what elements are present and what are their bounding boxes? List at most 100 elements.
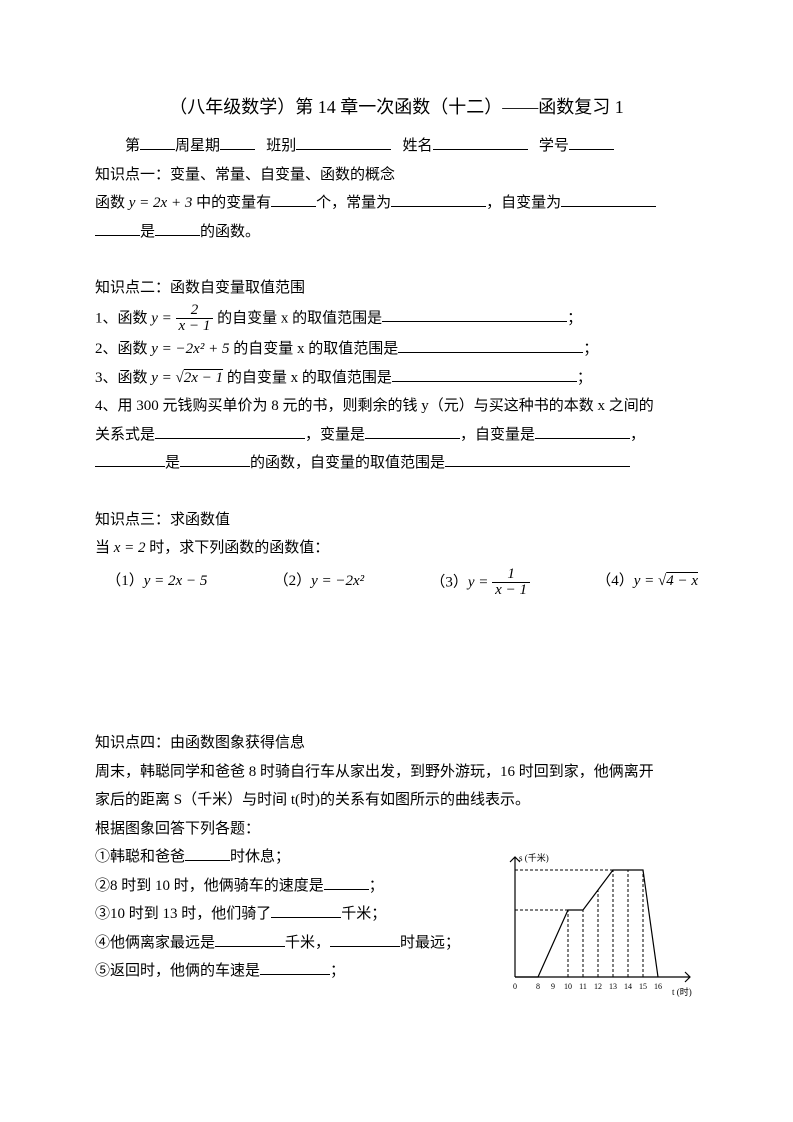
q4a: ④他俩离家最远是 xyxy=(95,935,215,951)
frac-den: x − 1 xyxy=(176,319,214,335)
blank-rest[interactable] xyxy=(185,845,230,861)
kp2-q4f: 是 xyxy=(165,455,180,471)
blank-q4-x[interactable] xyxy=(180,451,250,467)
q1a: ①韩聪和爸爸 xyxy=(95,849,185,865)
no-label: 学号 xyxy=(539,138,569,154)
f4-pre: y = xyxy=(634,573,658,589)
kp4-p3: 根据图象回答下列各题： xyxy=(95,815,698,844)
svg-text:14: 14 xyxy=(624,982,632,991)
kp2-q4b: 关系式是 xyxy=(95,427,155,443)
q2b: ； xyxy=(369,878,384,894)
f3-pre: y = xyxy=(468,574,492,590)
blank-no[interactable] xyxy=(569,134,614,150)
blank-x[interactable] xyxy=(155,220,200,236)
blank-q4-y[interactable] xyxy=(95,451,165,467)
kp2-q2: 2、函数 y = −2x² + 5 的自变量 x 的取值范围是 ； xyxy=(95,335,698,364)
svg-text:10: 10 xyxy=(564,982,572,991)
blank-q4-var[interactable] xyxy=(365,423,460,439)
kp1-heading: 知识点一：变量、常量、自变量、函数的概念 xyxy=(95,161,698,190)
svg-text:15: 15 xyxy=(639,982,647,991)
kp3-f2: （2）y = −2x² xyxy=(274,567,365,600)
f2-lbl: （2） xyxy=(274,573,312,589)
kp2-q4-l2: 关系式是，变量是，自变量是， xyxy=(95,421,698,450)
kp4-p1: 周末，韩聪同学和爸爸 8 时骑自行车从家出发，到野外游玩，16 时回到家，他俩离… xyxy=(95,758,698,787)
blank-far[interactable] xyxy=(215,931,285,947)
semi1: ； xyxy=(567,310,582,326)
kp3-f4: （4）y = √4 − x xyxy=(596,567,698,600)
blank-q4-rel[interactable] xyxy=(155,423,305,439)
kp2-q1-fn-pre: y = xyxy=(151,310,175,326)
blank-var-count[interactable] xyxy=(271,191,316,207)
kp4-heading: 知识点四：由函数图象获得信息 xyxy=(95,729,698,758)
kp1-line2: 是 的函数。 xyxy=(95,218,698,247)
kp3-l1: 当 x = 2 时，求下列函数的函数值： xyxy=(95,534,698,563)
f2-fn: y = −2x² xyxy=(311,573,364,589)
blank-speed1[interactable] xyxy=(324,874,369,890)
blank-km1[interactable] xyxy=(271,902,341,918)
blank-fartime[interactable] xyxy=(330,931,400,947)
blank-week[interactable] xyxy=(140,134,175,150)
svg-text:9: 9 xyxy=(551,982,555,991)
kp4-p2: 家后的距离 S（千米）与时间 t(时)的关系有如图所示的曲线表示。 xyxy=(95,786,698,815)
blank-const[interactable] xyxy=(391,191,486,207)
blank-name[interactable] xyxy=(433,134,528,150)
kp2-q4c: ，变量是 xyxy=(305,427,365,443)
f3-lbl: （3） xyxy=(430,574,468,590)
blank-q4-range[interactable] xyxy=(445,451,630,467)
svg-text:12: 12 xyxy=(594,982,602,991)
svg-text:t (时): t (时) xyxy=(672,986,692,997)
blank-speed2[interactable] xyxy=(260,959,330,975)
kp2-q2a: 2、函数 xyxy=(95,341,151,357)
kp2-q3-rad: 2x − 1 xyxy=(184,370,223,386)
kp2-q3b: 的自变量 x 的取值范围是 xyxy=(223,370,392,386)
q2a: ②8 时到 10 时，他俩骑车的速度是 xyxy=(95,878,324,894)
kp2-q2b: 的自变量 x 的取值范围是 xyxy=(229,341,398,357)
kp1-l1d: ，自变量为 xyxy=(486,195,561,211)
sqrt-sign-2: √ xyxy=(658,573,666,589)
q3a: ③10 时到 13 时，他们骑了 xyxy=(95,906,271,922)
kp2-q3: 3、函数 y = √2x − 1 的自变量 x 的取值范围是； xyxy=(95,364,698,393)
f1-fn: y = 2x − 5 xyxy=(144,573,208,589)
blank-iv[interactable] xyxy=(561,191,656,207)
q1b: 时休息； xyxy=(230,849,290,865)
class-label: 班别 xyxy=(266,138,296,154)
kp1-line1: 函数 y = 2x + 3 中的变量有个，常量为，自变量为 xyxy=(95,189,698,218)
kp3-l1a: 当 xyxy=(95,540,114,556)
kp1-l1c: 个，常量为 xyxy=(316,195,391,211)
kp2-q1: 1、函数 y = 2x − 1 的自变量 x 的取值范围是 ； xyxy=(95,303,698,336)
blank-q1[interactable] xyxy=(382,306,567,322)
kp1-l1a: 函数 xyxy=(95,195,129,211)
week-prefix: 第 xyxy=(125,138,140,154)
distance-time-chart: s (千米)t (时)08910111213141516 xyxy=(493,847,693,1007)
kp2-q2-fn: y = −2x² + 5 xyxy=(151,341,229,357)
week-suffix: 周星期 xyxy=(175,138,220,154)
semi2: ； xyxy=(583,341,598,357)
kp3-functions: （1）y = 2x − 5 （2）y = −2x² （3）y = 1x − 1 … xyxy=(95,567,698,600)
blank-weekday[interactable] xyxy=(220,134,255,150)
kp2-q1b: 的自变量 x 的取值范围是 xyxy=(213,310,382,326)
kp2-q1-frac: 2x − 1 xyxy=(176,303,214,336)
q3b: 千米； xyxy=(341,906,386,922)
q5a: ⑤返回时，他俩的车速是 xyxy=(95,963,260,979)
svg-text:0: 0 xyxy=(513,982,517,991)
f3-num: 1 xyxy=(492,567,530,584)
kp1-l2b: 的函数。 xyxy=(200,224,260,240)
svg-text:s (千米): s (千米) xyxy=(519,852,549,863)
sqrt-sign: √ xyxy=(176,370,184,386)
name-label: 姓名 xyxy=(403,138,433,154)
blank-class[interactable] xyxy=(296,134,391,150)
kp2-q1a: 1、函数 xyxy=(95,310,151,326)
kp1-l2a: 是 xyxy=(140,224,155,240)
kp2-q3a: 3、函数 xyxy=(95,370,151,386)
kp2-q4g: 的函数，自变量的取值范围是 xyxy=(250,455,445,471)
blank-q4-iv[interactable] xyxy=(535,423,630,439)
f3-frac: 1x − 1 xyxy=(492,567,530,600)
svg-text:16: 16 xyxy=(654,982,662,991)
kp3-f1: （1）y = 2x − 5 xyxy=(95,567,207,600)
kp2-q4-l3: 是 的函数，自变量的取值范围是 xyxy=(95,449,698,478)
blank-q3[interactable] xyxy=(392,366,577,382)
f3-den: x − 1 xyxy=(492,583,530,599)
blank-y[interactable] xyxy=(95,220,140,236)
blank-q2[interactable] xyxy=(398,337,583,353)
semi3: ； xyxy=(577,370,592,386)
